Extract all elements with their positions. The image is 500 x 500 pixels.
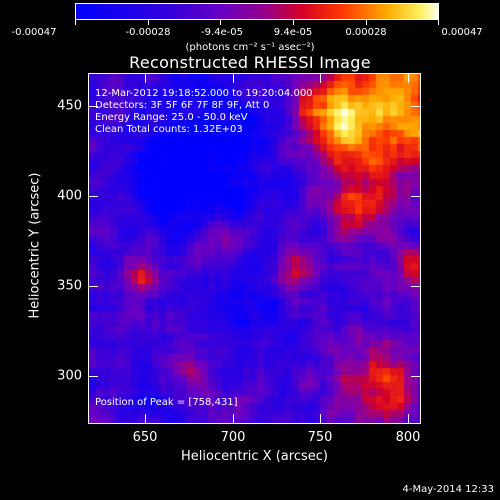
x-tick xyxy=(320,74,321,83)
detectors-text: Detectors: 3F 5F 6F 7F 8F 9F, Att 0 xyxy=(95,100,270,111)
y-tick xyxy=(411,286,420,287)
x-tick-label: 650 xyxy=(132,430,158,445)
energy-range-text: Energy Range: 25.0 - 50.0 keV xyxy=(95,112,248,123)
y-tick-label: 400 xyxy=(57,188,82,204)
clean-counts-text: Clean Total counts: 1.32E+03 xyxy=(95,124,243,135)
colorbar-tick xyxy=(293,20,294,25)
colorbar xyxy=(75,3,439,20)
time-range-text: 12-Mar-2012 19:18:52.000 to 19:20:04.000 xyxy=(95,88,313,99)
y-tick-label: 450 xyxy=(57,98,82,114)
colorbar-tick xyxy=(148,20,149,25)
rhessi-heatmap[interactable] xyxy=(89,74,420,423)
x-axis-label: Heliocentric X (arcsec) xyxy=(181,449,328,464)
x-tick-label: 750 xyxy=(307,430,333,445)
y-tick xyxy=(89,196,98,197)
colorbar-tick xyxy=(366,20,367,25)
x-tick xyxy=(408,74,409,83)
y-tick xyxy=(89,376,98,377)
colorbar-tick xyxy=(220,20,221,25)
x-tick-label: 800 xyxy=(395,430,421,445)
y-tick xyxy=(89,106,98,107)
y-tick xyxy=(411,106,420,107)
y-tick xyxy=(411,196,420,197)
date-stamp: 4-May-2014 12:33 xyxy=(402,484,494,495)
x-tick xyxy=(408,414,409,423)
x-tick-label: 700 xyxy=(220,430,246,445)
y-tick xyxy=(89,286,98,287)
image-plot[interactable] xyxy=(88,73,421,424)
x-tick xyxy=(320,414,321,423)
colorbar-tick-label: 0.00047 xyxy=(441,27,483,38)
x-tick xyxy=(145,414,146,423)
colorbar-tick xyxy=(75,20,76,25)
colorbar-tick-label: 9.4e-05 xyxy=(273,27,313,38)
y-tick-label: 350 xyxy=(57,278,82,294)
colorbar-tick xyxy=(438,20,439,25)
colorbar-unit-label: (photons cm⁻² s⁻¹ asec⁻²) xyxy=(185,42,315,53)
colorbar-tick-label: -0.00047 xyxy=(11,27,57,38)
plot-title: Reconstructed RHESSI Image xyxy=(129,53,371,72)
colorbar-tick-label: -0.00028 xyxy=(125,27,171,38)
x-tick xyxy=(233,74,234,83)
colorbar-tick-label: 0.00028 xyxy=(345,27,387,38)
y-axis-label: Heliocentric Y (arcsec) xyxy=(27,172,43,319)
y-tick xyxy=(411,376,420,377)
y-tick-label: 300 xyxy=(57,368,82,384)
colorbar-tick-label: -9.4e-05 xyxy=(201,27,243,38)
x-tick xyxy=(145,74,146,83)
peak-position-text: Position of Peak = [758,431] xyxy=(95,397,238,408)
x-tick xyxy=(233,414,234,423)
